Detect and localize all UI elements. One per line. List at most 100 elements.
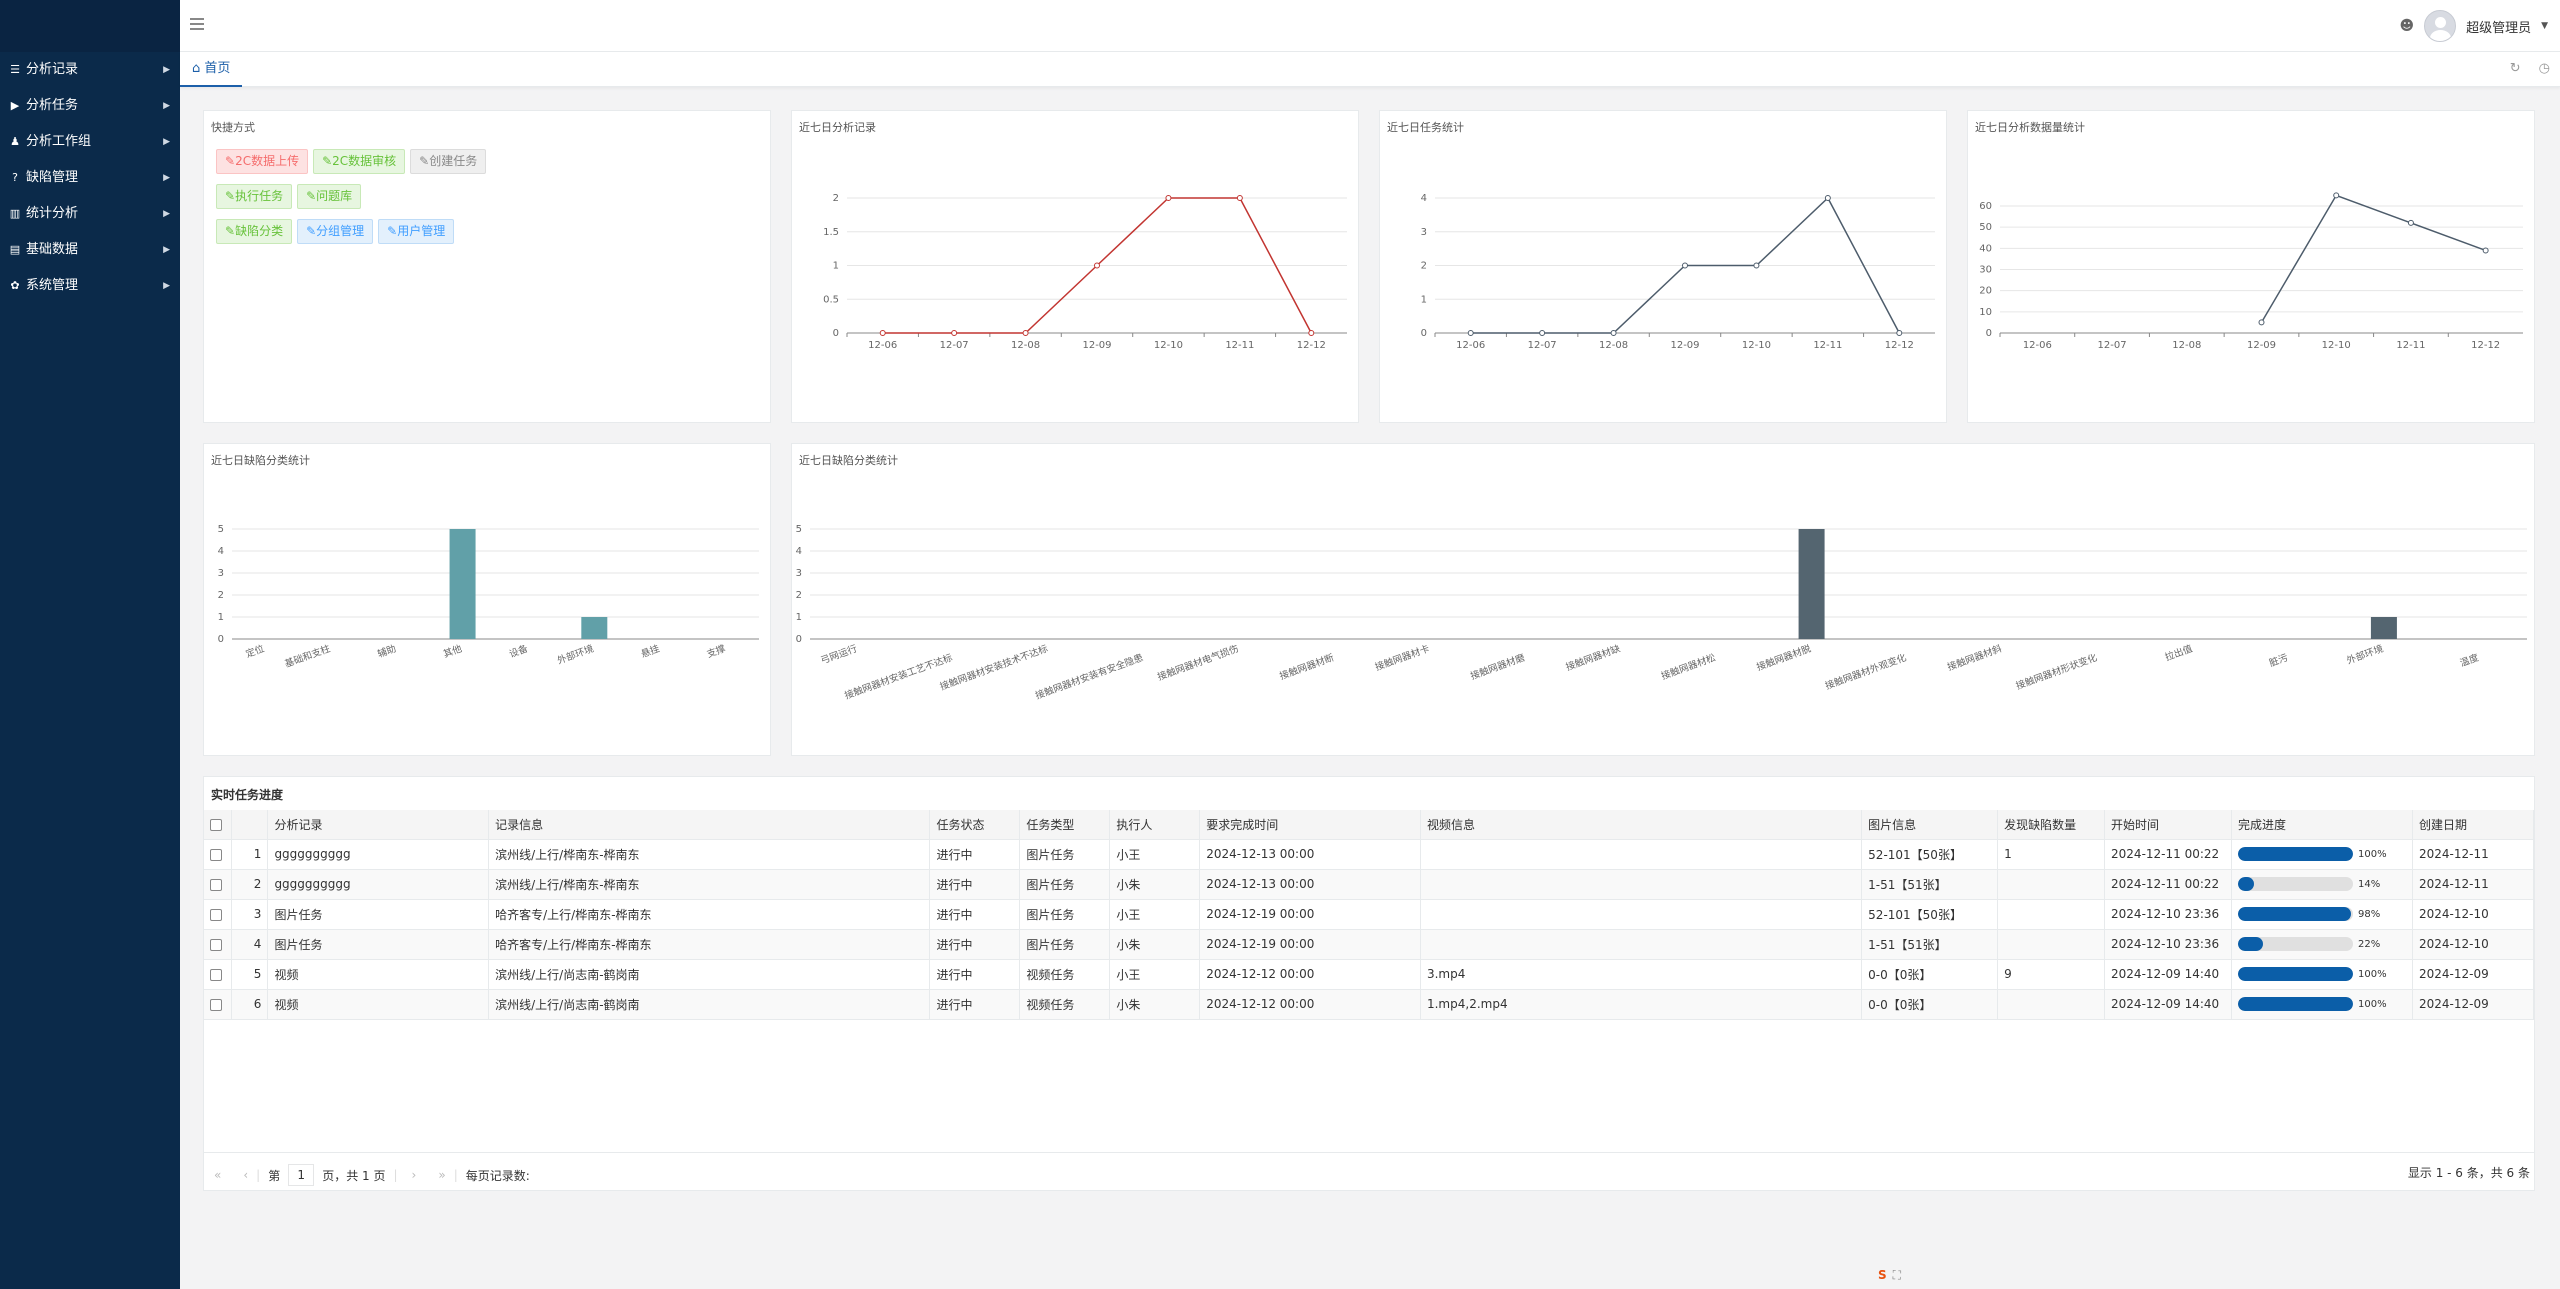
y-tick-label: 4	[796, 546, 802, 557]
data-point	[1022, 330, 1029, 336]
table-row[interactable]: 1 gggggggggg 滨州线/上行/桦南东-桦南东 进行中 图片任务 小王 2024-1…	[204, 839, 2535, 870]
quick-button[interactable]: ✎缺陷分类	[216, 219, 293, 244]
x-tick-label: 12-10	[1742, 340, 1771, 351]
cell-img: 0-0【0张】	[1861, 959, 1999, 990]
cell-type: 图片任务	[1019, 899, 1111, 930]
row-checkbox[interactable]	[210, 878, 222, 891]
cell-video	[1420, 869, 1863, 900]
table-row[interactable]: 2 gggggggggg 滨州线/上行/桦南东-桦南东 进行中 图片任务 小朱 2024-1…	[204, 869, 2535, 900]
quick-button[interactable]: ✎执行任务	[216, 184, 293, 209]
next-page-icon[interactable]: ›	[411, 1168, 417, 1182]
column-header[interactable]: 视频信息	[1420, 810, 1863, 840]
row-checkbox[interactable]	[210, 998, 222, 1011]
per-page-label: 每页记录数:	[465, 1168, 530, 1183]
sidebar-item[interactable]: ✿ 系统管理 ▶	[0, 268, 180, 304]
row-select-cell	[204, 959, 233, 990]
x-tick-label: 12-06	[1456, 340, 1485, 351]
data-point	[1467, 330, 1474, 336]
sidebar-item[interactable]: ▶ 分析任务 ▶	[0, 88, 180, 124]
cell-start: 2024-12-10 23:36	[2104, 899, 2233, 930]
cell-status: 进行中	[929, 989, 1021, 1020]
sidebar-item[interactable]: ☰ 分析记录 ▶	[0, 52, 180, 88]
y-tick-label: 50	[1979, 222, 1992, 233]
cell-user: 小王	[1109, 899, 1201, 930]
user-name[interactable]: 超级管理员	[2466, 20, 2532, 36]
table-row[interactable]: 3 图片任务 哈齐客专/上行/桦南东-桦南东 进行中 图片任务 小王 2024-12-19 …	[204, 899, 2535, 930]
cell-video: 3.mp4	[1420, 959, 1863, 990]
x-tick-label: 接触网器材脱	[1755, 642, 1813, 673]
column-header[interactable]: 完成进度	[2231, 810, 2413, 840]
column-header[interactable]: 任务状态	[929, 810, 1021, 840]
column-header[interactable]: 发现缺陷数量	[1997, 810, 2106, 840]
quick-button[interactable]: ✎2C数据审核	[313, 149, 406, 174]
row-checkbox[interactable]	[210, 968, 222, 981]
row-index: 5	[231, 959, 269, 990]
sidebar-item[interactable]: ▤ 基础数据 ▶	[0, 232, 180, 268]
quick-button[interactable]: ✎用户管理	[378, 219, 455, 244]
column-header[interactable]: 任务类型	[1019, 810, 1111, 840]
refresh-icon[interactable]: ↻	[2509, 61, 2521, 76]
first-page-icon[interactable]: «	[214, 1168, 222, 1182]
column-header[interactable]: 图片信息	[1861, 810, 1999, 840]
progress-percent: 100%	[2358, 968, 2387, 980]
sidebar-item-label: 统计分析	[26, 206, 79, 221]
clock-icon[interactable]: ◷	[2538, 61, 2550, 76]
cell-rec: gggggggggg	[267, 869, 490, 900]
row-checkbox[interactable]	[210, 938, 222, 951]
page-input[interactable]: 1	[288, 1164, 315, 1186]
column-header[interactable]: 创建日期	[2412, 810, 2535, 840]
tab-home[interactable]: ⌂ 首页	[180, 52, 243, 87]
quick-button[interactable]: ✎分组管理	[297, 219, 374, 244]
x-tick-label: 12-08	[2172, 340, 2201, 351]
ime-logo-icon[interactable]: S	[1878, 1268, 1887, 1282]
cell-user: 小朱	[1109, 929, 1201, 960]
avatar[interactable]	[2424, 10, 2457, 42]
column-header[interactable]: 要求完成时间	[1199, 810, 1421, 840]
menu-toggle-icon[interactable]	[190, 18, 204, 32]
cell-progress: 100%	[2231, 989, 2413, 1020]
column-header[interactable]: 执行人	[1109, 810, 1201, 840]
ime-settings-icon[interactable]: ⛶	[1892, 1268, 1902, 1282]
quick-button[interactable]: ✎2C数据上传	[216, 149, 309, 174]
table-row[interactable]: 5 视频 滨州线/上行/尚志南-鹤岗南 进行中 视频任务 小王 2024-12-12 00:…	[204, 959, 2535, 990]
quick-button[interactable]: ✎创建任务	[410, 149, 487, 174]
y-tick-label: 1	[833, 261, 839, 272]
x-tick-label: 接触网器材斜	[1946, 642, 2004, 673]
cell-progress: 14%	[2231, 869, 2413, 900]
column-header[interactable]: 开始时间	[2104, 810, 2233, 840]
tab-home-label: 首页	[204, 61, 231, 76]
theme-icon[interactable]: ☻	[2399, 18, 2415, 34]
row-checkbox[interactable]	[210, 848, 222, 861]
cell-created: 2024-12-11	[2412, 839, 2535, 870]
cell-start: 2024-12-11 00:22	[2104, 839, 2233, 870]
table-row[interactable]: 4 图片任务 哈齐客专/上行/桦南东-桦南东 进行中 图片任务 小朱 2024-12-19 …	[204, 929, 2535, 960]
x-tick-label: 12-10	[2322, 340, 2351, 351]
last-page-icon[interactable]: »	[438, 1168, 446, 1182]
gear-icon: ✿	[10, 279, 20, 292]
prev-page-icon[interactable]: ‹	[243, 1168, 249, 1182]
x-tick-label: 接触网器材安装有安全隐患	[1034, 652, 1145, 702]
quick-button[interactable]: ✎问题库	[297, 184, 362, 209]
y-tick-label: 60	[1979, 201, 1992, 212]
progress-bar	[2238, 967, 2354, 982]
column-header[interactable]: 分析记录	[267, 810, 490, 840]
chart-title: 近七日缺陷分类统计	[799, 454, 898, 467]
select-all-checkbox[interactable]	[210, 818, 222, 831]
sidebar-item[interactable]: ♟ 分析工作组 ▶	[0, 124, 180, 160]
x-tick-label: 接触网器材断	[1278, 651, 1336, 682]
row-checkbox[interactable]	[210, 908, 222, 921]
cell-due: 2024-12-19 00:00	[1199, 899, 1421, 930]
x-tick-label: 接触网器材安装工艺不达标	[843, 651, 955, 701]
cell-img: 52-101【50张】	[1861, 839, 1999, 870]
quick-button-label: 分组管理	[316, 224, 365, 238]
table-row[interactable]: 6 视频 滨州线/上行/尚志南-鹤岗南 进行中 视频任务 小朱 2024-12-12 00:…	[204, 989, 2535, 1020]
pagination: « ‹ | 第 1 页，共 1 页 | › » | 每页记录数: 显示 1 - …	[204, 1152, 2534, 1190]
y-tick-label: 0	[833, 328, 839, 339]
defect-subcategory-chart: 0 1 2 3 4 5 弓网运行接触网器材安装工艺不达标接触网器材安装技术不达标接触网器材安…	[796, 524, 2527, 702]
chevron-down-icon[interactable]: ▼	[2541, 21, 2548, 31]
sidebar-item[interactable]: ? 缺陷管理 ▶	[0, 160, 180, 196]
column-header[interactable]: 记录信息	[488, 810, 931, 840]
table-header-row: 分析记录 记录信息 任务状态 任务类型 执行人 要求完成时间 视频信息 图片信息 发现缺陷数量开…	[204, 810, 2535, 840]
sidebar-item[interactable]: ▥ 统计分析 ▶	[0, 196, 180, 232]
cell-start: 2024-12-10 23:36	[2104, 929, 2233, 960]
